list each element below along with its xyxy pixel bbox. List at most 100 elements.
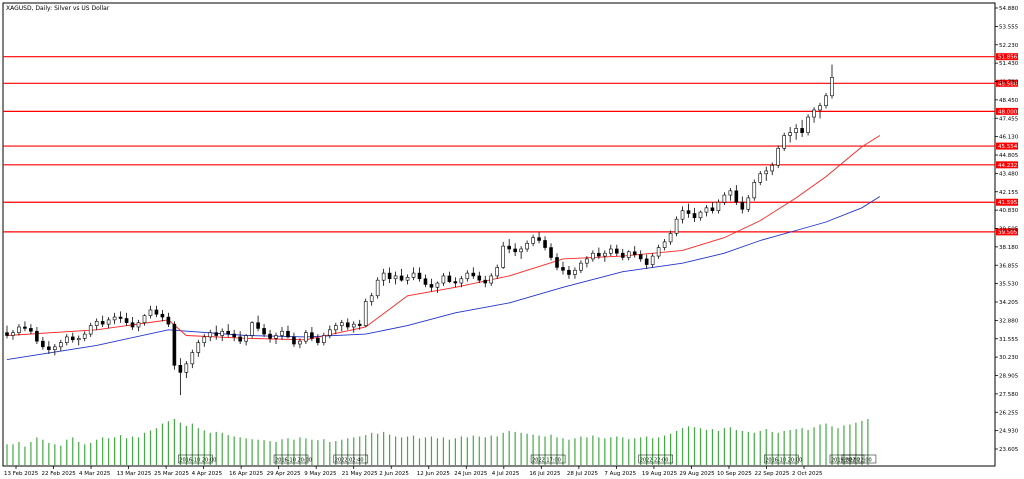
candle-body <box>106 319 111 325</box>
y-tick-label: 47.455 <box>999 116 1019 122</box>
candle-body <box>202 336 207 343</box>
candle-body <box>722 194 727 203</box>
candle-body <box>698 211 703 219</box>
level-label-bg <box>996 53 1018 61</box>
event-label-box <box>333 454 369 464</box>
x-tick-label: 4 Jul 2025 <box>492 471 520 477</box>
candle-body <box>363 301 368 326</box>
candle-body <box>220 330 225 336</box>
plot-area[interactable] <box>2 2 996 467</box>
candle-body <box>609 248 613 254</box>
ema-fast-line <box>6 135 881 341</box>
event-label: 2019 20:00 <box>831 458 860 464</box>
candle-body <box>513 248 517 253</box>
candle-body <box>387 272 392 280</box>
candle-body <box>746 197 751 210</box>
candle-body <box>662 241 667 248</box>
candle-body <box>178 364 183 373</box>
event-label: 2016-10 20:00 <box>275 458 312 464</box>
y-tick-label: 27.580 <box>999 392 1019 398</box>
x-tick-label: 25 Mar 2025 <box>154 471 189 477</box>
candle-body <box>447 275 452 282</box>
candle-body <box>764 170 769 175</box>
y-tick-label: 32.880 <box>999 318 1019 324</box>
candle-body <box>638 254 643 260</box>
candle-body <box>405 277 410 281</box>
candle-body <box>776 147 780 166</box>
x-tick-label: 16 Jul 2025 <box>529 471 561 477</box>
candle-body <box>579 262 583 271</box>
candle-body <box>148 309 153 316</box>
x-tick-label: 9 May 2025 <box>304 471 337 477</box>
candle-body <box>495 267 500 277</box>
y-tick-label: 39.505 <box>999 227 1019 233</box>
y-tick-label: 26.255 <box>999 410 1019 416</box>
y-tick-label: 43.480 <box>999 171 1019 177</box>
candle-body <box>274 335 278 339</box>
candle-body <box>549 247 553 258</box>
candle-body <box>334 325 338 331</box>
candle-body <box>262 328 266 335</box>
candle-body <box>11 332 15 336</box>
candle-body <box>118 316 123 319</box>
candle-body <box>100 321 105 325</box>
candle-body <box>597 252 601 257</box>
candle-body <box>226 330 230 335</box>
event-label-box <box>530 454 566 464</box>
x-tick-label: 7 Aug 2025 <box>604 471 636 477</box>
candle-body <box>5 332 9 336</box>
candle-body <box>788 132 792 136</box>
event-label-box <box>763 454 799 464</box>
candle-body <box>555 257 559 268</box>
candle-body <box>812 109 816 118</box>
candle-body <box>614 248 619 254</box>
candle-body <box>830 77 834 97</box>
candle-body <box>507 245 511 250</box>
candle-body <box>142 315 147 324</box>
candle-body <box>585 258 589 264</box>
y-tick-label: 42.155 <box>999 190 1019 196</box>
candle-body <box>190 352 195 365</box>
candle-body <box>818 105 822 111</box>
candle-body <box>573 269 577 275</box>
y-tick-label: 49.780 <box>999 80 1019 86</box>
x-tick-label: 10 Sep 2025 <box>717 471 752 477</box>
candle-body <box>567 269 571 275</box>
candle-body <box>686 210 691 214</box>
candle-body <box>280 330 284 336</box>
candle-body <box>794 128 798 133</box>
candle-body <box>674 218 679 234</box>
candle-body <box>489 275 494 284</box>
x-tick-label: 2 Oct 2025 <box>792 471 823 477</box>
event-label: 2016-10 20:00 <box>179 458 216 464</box>
y-tick-label: 52.230 <box>999 43 1019 49</box>
x-tick-label: 22 Feb 2025 <box>42 471 77 477</box>
y-tick-label: 40.830 <box>999 208 1019 214</box>
level-label: 39.505 <box>998 230 1018 236</box>
x-tick-label: 19 Aug 2025 <box>642 471 678 477</box>
event-label: 2022 22:00 <box>640 458 669 464</box>
candle-body <box>41 340 45 348</box>
level-label-bg <box>996 161 1018 169</box>
candle-body <box>734 190 739 203</box>
level-label-bg <box>996 107 1018 115</box>
candle-body <box>339 322 344 326</box>
volume-bars <box>6 419 869 465</box>
event-label-box <box>178 454 213 464</box>
event-label: 2022 17:00 <box>532 458 561 464</box>
candle-body <box>82 333 87 339</box>
candle-body <box>453 281 458 284</box>
x-tick-label: 13 Feb 2025 <box>4 471 39 477</box>
candle-body <box>166 316 171 325</box>
x-tick-label: 13 Mar 2025 <box>117 471 152 477</box>
candle-body <box>423 278 428 285</box>
candle-body <box>124 318 129 324</box>
candle-body <box>561 267 565 271</box>
y-tick-label: 54.880 <box>999 6 1019 12</box>
y-tick-label: 38.180 <box>999 245 1019 251</box>
candle-body <box>328 329 332 336</box>
y-tick-label: 35.530 <box>999 282 1019 288</box>
candle-body <box>238 336 242 342</box>
candle-body <box>537 237 541 241</box>
